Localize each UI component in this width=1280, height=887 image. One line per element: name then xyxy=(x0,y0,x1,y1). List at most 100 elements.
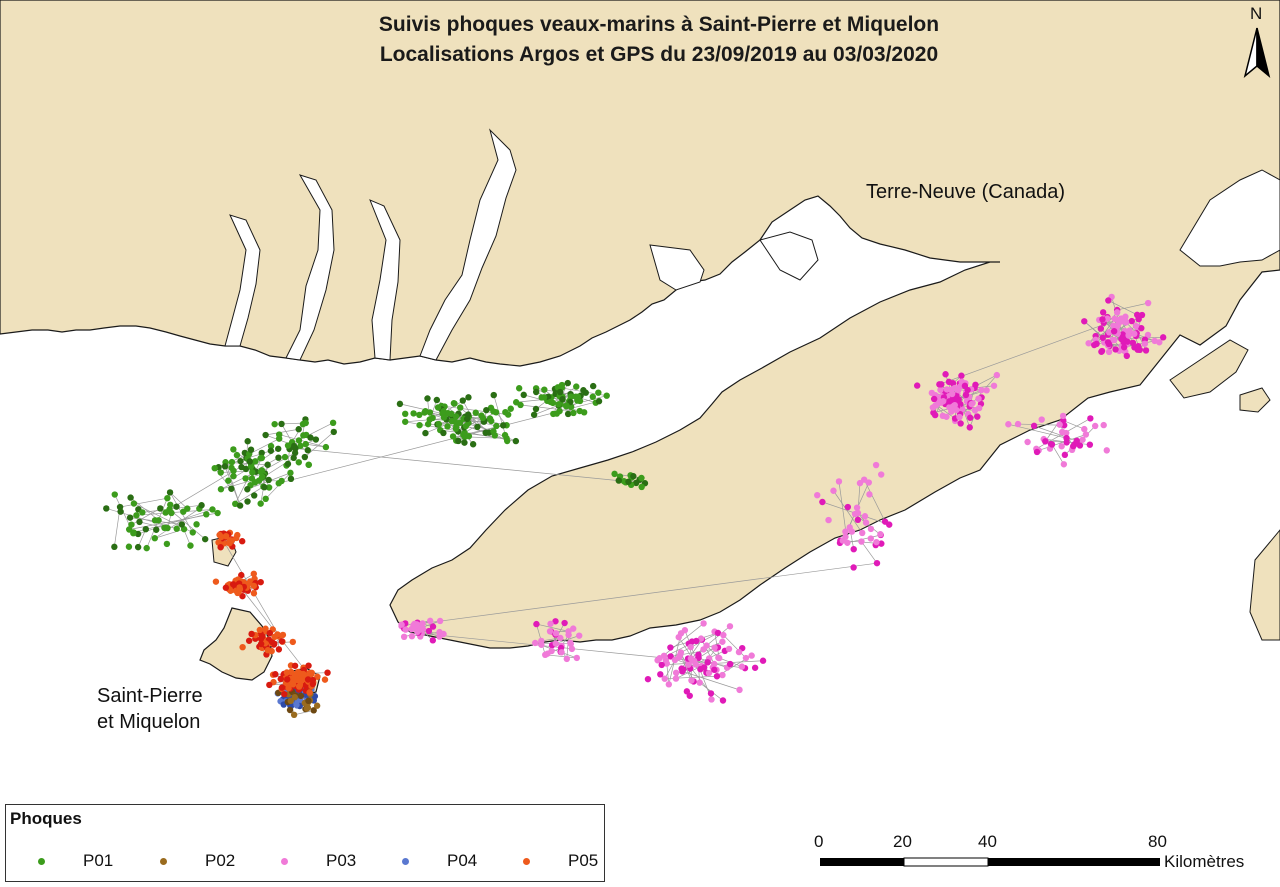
location-point xyxy=(444,423,451,430)
location-point xyxy=(222,584,230,591)
location-point xyxy=(419,625,427,632)
location-point xyxy=(257,640,265,648)
location-point xyxy=(644,675,652,683)
location-point xyxy=(564,410,572,418)
location-point xyxy=(751,664,759,671)
track-segment xyxy=(154,508,200,539)
location-point xyxy=(687,643,694,651)
location-point xyxy=(726,660,734,668)
location-point xyxy=(410,410,417,417)
location-point xyxy=(957,420,964,427)
track-segment xyxy=(411,631,440,637)
location-point xyxy=(125,543,133,550)
location-point xyxy=(287,469,294,477)
location-point xyxy=(402,410,409,418)
location-point xyxy=(1103,447,1110,454)
track-segment xyxy=(682,671,740,691)
legend-label-p01: P01 xyxy=(83,851,114,870)
location-point xyxy=(978,386,985,394)
location-point xyxy=(548,647,555,655)
location-point xyxy=(660,652,668,659)
location-point xyxy=(504,411,512,418)
location-point xyxy=(975,395,982,402)
location-point xyxy=(284,460,292,468)
location-point xyxy=(429,637,437,644)
location-point xyxy=(974,413,981,420)
location-point xyxy=(305,662,312,669)
legend-item-p02: P02 xyxy=(160,851,235,871)
location-point xyxy=(966,424,973,431)
location-point xyxy=(285,684,292,692)
track-segment xyxy=(137,529,147,548)
location-point xyxy=(854,516,862,524)
location-point xyxy=(1091,422,1099,430)
location-point xyxy=(854,509,862,517)
location-point xyxy=(541,386,548,393)
location-point xyxy=(456,419,464,426)
label-newfoundland: Terre-Neuve (Canada) xyxy=(866,181,1065,203)
location-point xyxy=(1086,441,1094,448)
location-point xyxy=(275,454,282,461)
location-point xyxy=(126,514,134,521)
location-point xyxy=(244,438,251,445)
location-point xyxy=(233,451,241,459)
location-point xyxy=(284,442,292,449)
location-point xyxy=(567,639,574,647)
location-point xyxy=(943,386,951,393)
location-point xyxy=(272,671,279,678)
location-point xyxy=(265,484,273,491)
location-point xyxy=(293,701,300,709)
location-point xyxy=(257,500,264,507)
location-point xyxy=(559,395,566,403)
location-point xyxy=(697,635,705,642)
location-point xyxy=(839,537,846,544)
location-point xyxy=(704,659,711,666)
location-point xyxy=(136,518,143,526)
location-point xyxy=(1061,451,1069,459)
location-point xyxy=(725,645,733,653)
track-segment xyxy=(1096,318,1115,345)
location-point xyxy=(983,387,990,394)
location-point xyxy=(173,503,180,510)
location-point xyxy=(321,676,329,683)
location-point xyxy=(291,662,299,669)
location-point xyxy=(264,461,271,468)
location-point xyxy=(493,422,500,430)
location-point xyxy=(686,692,693,699)
location-point xyxy=(1058,443,1065,450)
location-point xyxy=(292,445,299,452)
location-point xyxy=(546,628,554,635)
location-point xyxy=(297,442,304,450)
location-point xyxy=(1113,309,1121,316)
location-point xyxy=(167,501,174,508)
legend-dot-p03-icon xyxy=(281,857,288,865)
track-segment xyxy=(723,634,747,659)
location-point xyxy=(937,386,944,394)
track-segment xyxy=(541,637,561,642)
location-point xyxy=(735,648,743,656)
location-point xyxy=(557,634,564,642)
location-point xyxy=(1030,422,1038,430)
location-point xyxy=(161,524,168,532)
location-point xyxy=(162,509,169,516)
location-point xyxy=(657,671,664,678)
location-point xyxy=(230,467,237,474)
location-point xyxy=(844,503,852,511)
location-point xyxy=(256,626,264,634)
location-point xyxy=(1100,421,1107,429)
location-point xyxy=(239,592,246,600)
location-point xyxy=(429,414,436,422)
location-point xyxy=(1132,322,1140,330)
location-point xyxy=(552,640,559,647)
location-point xyxy=(305,697,312,705)
track-segment xyxy=(664,659,676,679)
location-point xyxy=(396,400,404,408)
location-point xyxy=(866,491,873,498)
location-point xyxy=(638,483,645,491)
location-point xyxy=(936,381,943,388)
location-point xyxy=(209,506,216,513)
location-point xyxy=(672,669,680,676)
location-point xyxy=(297,692,305,700)
track-segment xyxy=(137,509,213,535)
label-spm-line1: Saint-Pierre xyxy=(97,685,203,707)
